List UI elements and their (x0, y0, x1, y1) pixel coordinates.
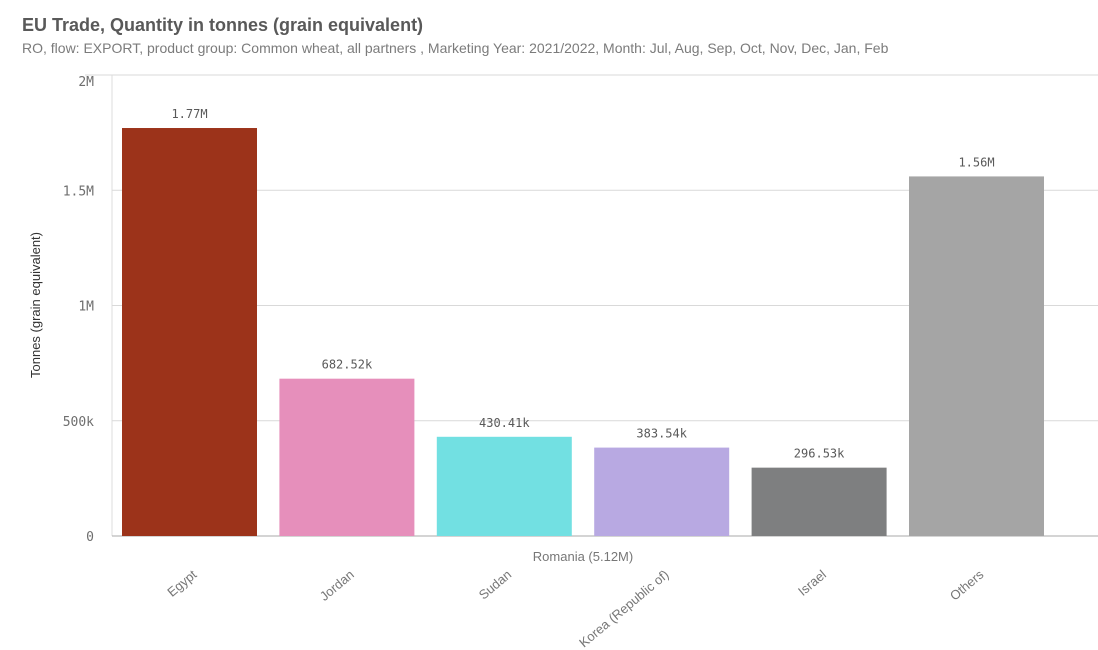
bar-israel (751, 467, 887, 536)
y-tick-label: 500k (63, 415, 94, 430)
y-axis-label: Tonnes (grain equivalent) (28, 232, 43, 378)
chart-subtitle: RO, flow: EXPORT, product group: Common … (22, 40, 889, 56)
data-label: 430.41k (479, 416, 530, 430)
x-tick-label: Jordan (317, 567, 357, 604)
x-tick-label: Egypt (164, 567, 199, 600)
x-axis-label: Romania (5.12M) (533, 549, 633, 564)
x-tick-label: Israel (795, 567, 829, 599)
y-tick-label: 1M (78, 300, 94, 315)
bar-korea-republic-of- (594, 447, 730, 536)
data-label: 296.53k (794, 447, 845, 461)
data-label: 682.52k (322, 358, 373, 372)
bar-others (909, 176, 1044, 537)
y-tick-label: 0 (86, 530, 94, 545)
data-label: 1.77M (171, 107, 207, 121)
y-tick-label: 1.5M (63, 184, 94, 199)
x-tick-label: Sudan (476, 567, 514, 603)
x-tick-label: Others (947, 566, 987, 603)
bar-sudan (436, 436, 572, 536)
y-tick-label: 2M (78, 75, 94, 90)
data-label: 1.56M (958, 155, 994, 169)
chart-title: EU Trade, Quantity in tonnes (grain equi… (22, 15, 424, 35)
x-tick-label: Korea (Republic of) (576, 567, 671, 650)
data-label: 383.54k (636, 427, 687, 441)
bar-jordan (279, 378, 415, 536)
bar-egypt (122, 128, 257, 536)
